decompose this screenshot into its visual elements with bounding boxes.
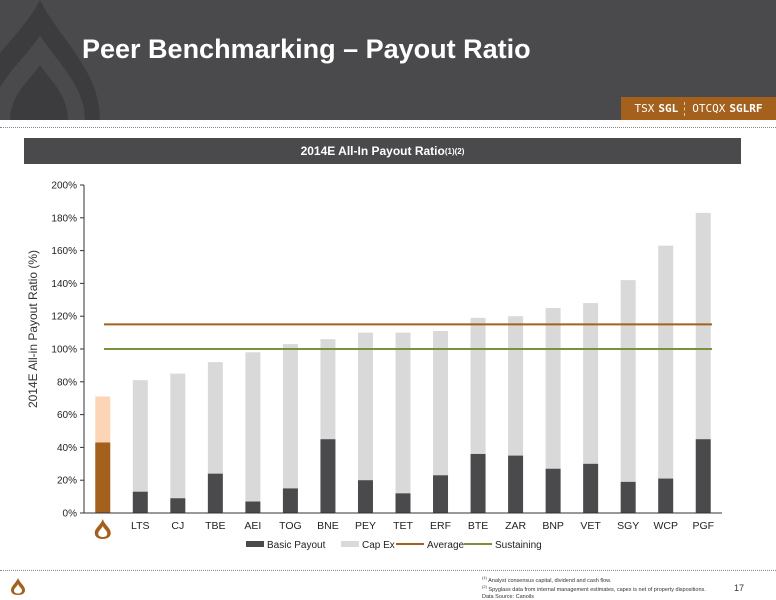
cap-ex-bar [470, 317, 486, 454]
basic-payout-bar [658, 478, 674, 513]
drop-logo-small-icon [11, 578, 25, 595]
x-tick-label: TBE [205, 520, 225, 532]
basic-payout-bar [207, 473, 223, 513]
y-tick-label: 120% [51, 312, 77, 323]
cap-ex-bar [95, 396, 111, 443]
y-tick-label: 180% [51, 213, 77, 224]
basic-payout-bar [433, 475, 449, 513]
basic-payout-bar [545, 468, 561, 513]
legend-swatch [341, 541, 359, 547]
cap-ex-bar [620, 280, 636, 482]
page-number: 17 [734, 583, 745, 593]
basic-payout-bar [470, 453, 486, 513]
x-tick-label: ZAR [505, 520, 526, 532]
ticker-exchange-1: TSX [634, 102, 655, 115]
page-title: Peer Benchmarking – Payout Ratio [82, 34, 531, 64]
cap-ex-bar [583, 303, 599, 464]
footnote-2: (2) Spyglass data from internal manageme… [482, 584, 706, 594]
basic-payout-bar [132, 491, 148, 513]
cap-ex-bar [357, 332, 373, 481]
legend-label: Basic Payout [267, 540, 326, 551]
basic-payout-bar [170, 498, 186, 513]
legend-label: Sustaining [495, 540, 542, 551]
cap-ex-bar [395, 332, 411, 494]
basic-payout-bar [395, 493, 411, 513]
cap-ex-bar [245, 352, 261, 502]
y-tick-label: 100% [51, 345, 77, 356]
basic-payout-bar [320, 439, 336, 513]
x-tick-label: SGY [617, 520, 639, 532]
chart-title-footnote-ref: (1)(2) [444, 146, 465, 156]
company-logo-icon [94, 519, 111, 539]
ticker-symbol-1: SGL [658, 102, 679, 115]
y-tick-label: 140% [51, 279, 77, 290]
basic-payout-bar [282, 488, 298, 513]
ticker-badge: TSX SGL OTCQX SGLRF [621, 97, 776, 120]
x-tick-label: ERF [430, 520, 451, 532]
x-tick-label: LTS [131, 520, 149, 532]
x-tick-label: AEI [244, 520, 261, 532]
x-tick-label: PEY [355, 520, 376, 532]
y-tick-label: 160% [51, 246, 77, 257]
header-divider [0, 127, 776, 128]
header-band: Peer Benchmarking – Payout Ratio TSX SGL… [0, 0, 776, 120]
basic-payout-bar [695, 439, 711, 513]
x-tick-label: PGF [692, 520, 714, 532]
basic-payout-bar [583, 463, 599, 513]
basic-payout-bar [620, 481, 636, 513]
y-tick-label: 60% [57, 410, 77, 421]
x-tick-label: BNP [542, 520, 564, 532]
y-tick-label: 200% [51, 181, 77, 192]
bars-group [95, 212, 711, 513]
ticker-symbol-2: SGLRF [729, 102, 763, 115]
axes-group: 0% 20% 40% 60% 80% 100% 120% 140% 160% 180% 200% LT… [51, 181, 722, 539]
x-tick-label: BTE [468, 520, 488, 532]
legend-label: Cap Ex [362, 540, 395, 551]
cap-ex-bar [320, 339, 336, 440]
cap-ex-bar [282, 344, 298, 489]
x-tick-label: BNE [317, 520, 339, 532]
y-tick-label: 80% [57, 377, 77, 388]
cap-ex-bar [508, 316, 524, 456]
cap-ex-bar [658, 245, 674, 479]
y-tick-label: 20% [57, 476, 77, 487]
cap-ex-bar [132, 380, 148, 492]
chart-title-banner: 2014E All-In Payout Ratio (1)(2) [24, 138, 741, 164]
cap-ex-bar [207, 362, 223, 474]
basic-payout-bar [245, 501, 261, 513]
ticker-divider [684, 101, 686, 116]
y-tick-label: 40% [57, 443, 77, 454]
x-tick-label: WCP [653, 520, 678, 532]
data-source-note: Data Source: Canoils [482, 593, 534, 600]
basic-payout-bar [95, 442, 111, 513]
cap-ex-bar [433, 330, 449, 476]
footer-divider [0, 570, 776, 571]
legend-label: Average [427, 540, 465, 551]
cap-ex-bar [545, 308, 561, 469]
x-tick-label: VET [580, 520, 601, 532]
cap-ex-bar [170, 373, 186, 499]
chart-title: 2014E All-In Payout Ratio [300, 144, 445, 158]
legend-group: Basic Payout Cap Ex Average Sustaining [246, 540, 542, 551]
cap-ex-bar [695, 212, 711, 440]
basic-payout-bar [357, 480, 373, 513]
footnotes: (1) Analyst consensus capital, dividend … [482, 575, 706, 600]
drop-logo-icon [0, 0, 100, 120]
footnote-1: (1) Analyst consensus capital, dividend … [482, 575, 612, 584]
x-tick-label: TET [393, 520, 413, 532]
x-tick-label: TOG [279, 520, 302, 532]
legend-swatch [246, 541, 264, 547]
payout-ratio-chart: 0% 20% 40% 60% 80% 100% 120% 140% 160% 180% 200% LT… [51, 181, 722, 551]
ticker-exchange-2: OTCQX [692, 102, 726, 115]
reference-lines-group [104, 323, 712, 350]
company-logo-inner [98, 526, 108, 537]
y-tick-label: 0% [63, 509, 78, 520]
basic-payout-bar [508, 455, 524, 513]
x-tick-label: CJ [171, 520, 184, 532]
